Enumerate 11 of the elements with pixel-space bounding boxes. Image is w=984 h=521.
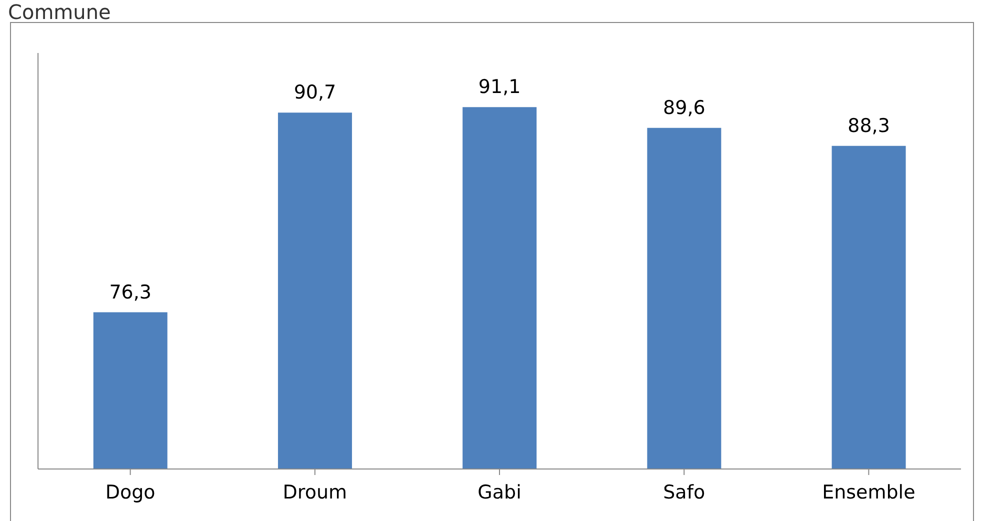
x-tick-label: Dogo: [105, 481, 156, 504]
x-tick-label: Gabi: [478, 481, 522, 504]
x-tick-label: Safo: [663, 481, 706, 504]
x-tick-label: Droum: [282, 481, 347, 504]
data-label: 90,7: [294, 82, 336, 104]
data-label: 88,3: [848, 114, 890, 137]
data-label: 76,3: [109, 281, 152, 304]
x-tick-label: Ensemble: [822, 481, 916, 504]
data-label: 91,1: [478, 76, 521, 98]
chart-title: Commune: [8, 0, 111, 24]
data-label: 89,6: [663, 96, 706, 119]
